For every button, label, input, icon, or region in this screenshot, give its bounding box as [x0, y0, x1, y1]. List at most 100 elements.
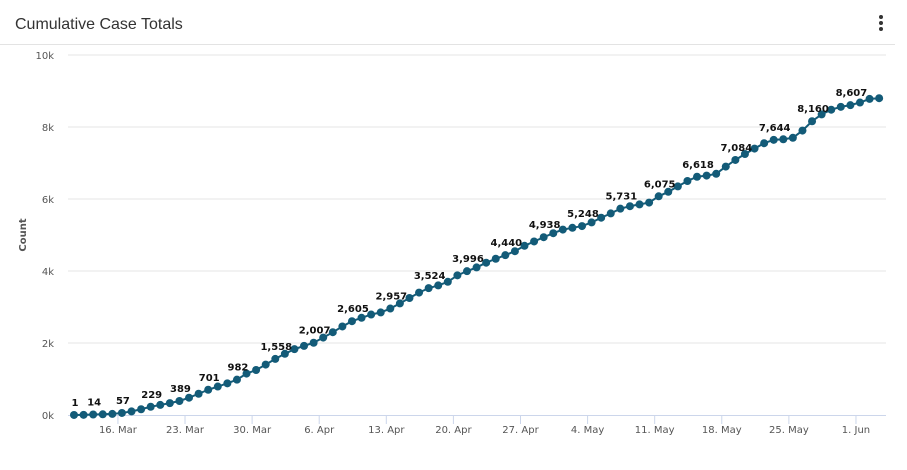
- data-point: [386, 304, 395, 313]
- data-point: [79, 410, 88, 419]
- x-tick-label: 20. Apr: [435, 425, 472, 436]
- data-label: 229: [141, 390, 162, 401]
- y-tick-label: 4k: [42, 267, 54, 278]
- data-label: 701: [199, 373, 220, 384]
- data-point: [606, 209, 615, 218]
- data-point: [693, 172, 702, 181]
- data-point: [798, 126, 807, 135]
- data-point: [462, 267, 471, 276]
- data-point: [204, 385, 213, 394]
- data-label: 8,607: [836, 88, 868, 99]
- data-point: [510, 247, 519, 256]
- data-point: [472, 263, 481, 272]
- data-point: [683, 177, 692, 185]
- y-tick-label: 6k: [42, 195, 54, 206]
- data-point: [89, 410, 98, 419]
- data-point: [865, 94, 874, 103]
- data-point: [568, 223, 577, 232]
- data-point: [482, 258, 491, 267]
- data-point: [645, 198, 654, 207]
- data-label: 6,075: [644, 179, 676, 190]
- data-label: 6,618: [682, 160, 714, 171]
- card-header: Cumulative Case Totals: [0, 0, 895, 45]
- data-point: [587, 218, 596, 227]
- data-point: [817, 110, 826, 119]
- data-point: [252, 366, 261, 374]
- data-label: 2,957: [375, 292, 407, 303]
- data-label: 3,996: [452, 254, 484, 265]
- data-label: 1: [72, 398, 79, 409]
- data-point: [424, 284, 433, 293]
- data-point: [875, 94, 884, 103]
- data-label: 982: [228, 363, 249, 374]
- data-point: [664, 187, 673, 196]
- data-point: [98, 410, 107, 419]
- x-tick-label: 11. May: [635, 425, 675, 436]
- data-point: [712, 169, 721, 178]
- data-point: [453, 271, 462, 280]
- data-point: [108, 409, 117, 418]
- x-tick-label: 4. May: [571, 425, 604, 436]
- data-point: [558, 225, 567, 234]
- data-point: [194, 389, 203, 398]
- data-label: 8,160: [797, 104, 829, 115]
- data-point: [328, 328, 337, 337]
- data-point: [300, 341, 309, 350]
- data-label: 5,248: [567, 209, 599, 220]
- data-point: [70, 410, 78, 419]
- data-point: [434, 281, 443, 290]
- data-label: 2,605: [337, 304, 369, 315]
- data-point: [520, 241, 529, 250]
- x-tick-label: 18. May: [702, 425, 742, 436]
- y-tick-label: 0k: [42, 411, 54, 422]
- data-point: [319, 333, 328, 342]
- data-point: [242, 369, 251, 378]
- data-label: 3,524: [414, 271, 446, 282]
- data-point: [117, 408, 126, 417]
- x-tick-label: 13. Apr: [368, 425, 405, 436]
- data-point: [846, 101, 855, 110]
- data-point: [808, 117, 817, 126]
- data-point: [127, 407, 136, 416]
- data-label: 57: [116, 396, 130, 407]
- x-tick-label: 1. Jun: [842, 425, 870, 436]
- kebab-menu-icon[interactable]: [870, 14, 892, 36]
- data-point: [261, 360, 270, 369]
- data-point: [271, 354, 280, 363]
- data-label: 4,440: [491, 238, 523, 249]
- x-tick-label: 6. Apr: [304, 425, 335, 436]
- data-point: [338, 322, 347, 331]
- data-point: [788, 133, 797, 142]
- data-point: [530, 237, 539, 246]
- data-point: [673, 182, 682, 191]
- data-point: [185, 393, 194, 402]
- data-point: [175, 396, 184, 405]
- data-point: [290, 345, 299, 354]
- data-point: [769, 135, 778, 144]
- data-label: 2,007: [299, 326, 331, 337]
- data-point: [654, 192, 663, 201]
- data-point: [156, 400, 165, 409]
- y-tick-label: 8k: [42, 123, 54, 134]
- data-point: [855, 98, 864, 107]
- data-point: [731, 155, 740, 164]
- data-point: [395, 299, 404, 308]
- data-point: [740, 150, 749, 158]
- data-point: [635, 200, 644, 209]
- data-point: [309, 338, 318, 347]
- data-point: [232, 375, 241, 384]
- data-point: [702, 171, 711, 180]
- data-point: [539, 233, 548, 242]
- data-point: [779, 135, 788, 144]
- data-point: [405, 294, 414, 302]
- data-point: [443, 277, 452, 286]
- data-point: [491, 254, 500, 263]
- data-point: [146, 402, 155, 411]
- data-point: [501, 251, 510, 260]
- chart-title: Cumulative Case Totals: [15, 16, 183, 33]
- data-label: 389: [170, 384, 191, 395]
- data-point: [415, 288, 424, 297]
- data-point: [549, 229, 558, 238]
